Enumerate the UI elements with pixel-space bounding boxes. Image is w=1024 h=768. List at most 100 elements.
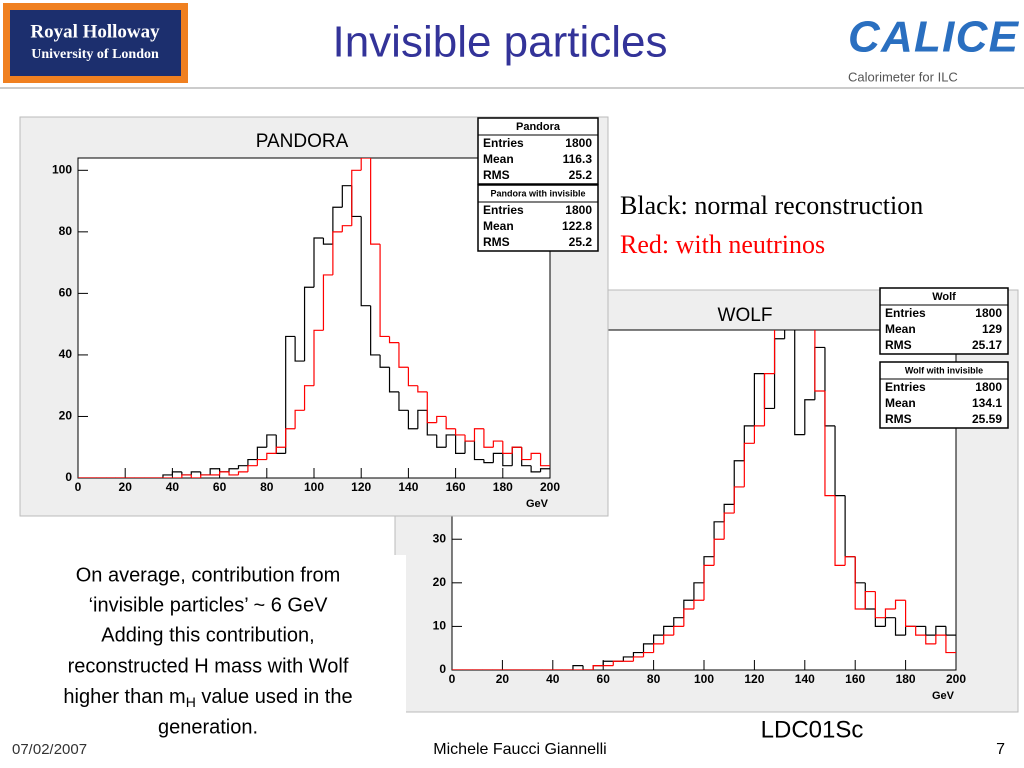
- histogram-bin: [874, 591, 886, 619]
- histogram-bin: [653, 634, 664, 644]
- summary: On average, contribution from ‘invisible…: [63, 564, 352, 738]
- histogram-bin: [894, 617, 906, 636]
- histogram-bin: [190, 471, 201, 475]
- histogram-bin: [322, 274, 333, 331]
- histogram-bin: [642, 643, 654, 653]
- stats-frame: [477, 117, 599, 185]
- histogram-bin: [303, 286, 314, 362]
- x-tick-label: 200: [946, 672, 966, 686]
- histogram-bin: [582, 665, 594, 670]
- logo-text: Royal Holloway: [30, 21, 160, 42]
- x-tick-label: 160: [446, 480, 466, 494]
- histogram-bin: [733, 486, 745, 514]
- histogram-bin: [162, 474, 173, 478]
- histograms: [452, 330, 956, 670]
- histogram-bin: [455, 428, 466, 436]
- histogram-bin: [294, 409, 305, 429]
- stats-label: RMS: [885, 412, 912, 426]
- detector-label: LDC01Sc: [761, 716, 864, 743]
- histogram-bin: [181, 474, 192, 478]
- histogram-bin: [407, 410, 418, 430]
- histogram-bin: [884, 608, 896, 618]
- histogram-bin: [539, 468, 550, 472]
- y-tick-label: 40: [59, 347, 73, 361]
- histogram-bin: [530, 465, 541, 473]
- histogram-bin: [814, 330, 825, 392]
- histogram-bin: [266, 452, 277, 460]
- histogram-bin: [502, 453, 513, 467]
- histogram-bin: [370, 305, 381, 356]
- histogram-bin: [530, 452, 541, 460]
- footer-page: 7: [996, 741, 1005, 758]
- x-tick-label: 100: [304, 480, 324, 494]
- text-box-edge: [8, 736, 118, 744]
- histogram-bin: [322, 238, 333, 245]
- histogram-bin: [256, 446, 267, 460]
- slide-title: Invisible particles: [332, 18, 667, 67]
- histogram-bin: [332, 231, 343, 275]
- x-tick-label: 0: [75, 480, 82, 494]
- x-tick-label: 180: [896, 672, 916, 686]
- summary-line: On average, contribution from: [76, 564, 341, 586]
- text-box: [8, 555, 406, 747]
- histogram-bin: [925, 635, 936, 645]
- stats-value: 25.2: [569, 168, 593, 182]
- histogram-bin: [642, 651, 654, 657]
- x-tick-label: 120: [351, 480, 371, 494]
- summary-line: reconstructed H mass with Wolf: [68, 655, 349, 677]
- histogram-bin: [723, 512, 735, 540]
- histogram-bin: [417, 385, 428, 393]
- stats-value: 25.17: [972, 338, 1002, 352]
- histogram-bin: [492, 440, 503, 448]
- histogram-bin: [483, 428, 494, 448]
- y-tick-label: 60: [59, 286, 73, 300]
- histogram-bin: [455, 434, 466, 454]
- histogram-bin: [743, 442, 755, 487]
- stats-title: Wolf with invisible: [905, 365, 983, 375]
- stats-label: RMS: [483, 168, 510, 182]
- y-tick-label: 80: [59, 224, 73, 238]
- histogram-bin: [247, 465, 258, 472]
- stats-title: Wolf: [932, 291, 956, 303]
- histograms: [78, 158, 550, 478]
- x-tick-label: 0: [449, 672, 456, 686]
- stats-label: Mean: [483, 219, 514, 233]
- histogram-bin: [673, 625, 684, 636]
- y-tick-label: 30: [433, 531, 447, 545]
- histogram-bin: [511, 446, 522, 454]
- stats-value: 116.3: [563, 152, 593, 166]
- histogram-bin: [256, 458, 267, 466]
- histogram-bin: [426, 391, 437, 424]
- histogram-bin: [209, 468, 220, 475]
- histogram-bin: [773, 330, 776, 374]
- histogram-bin: [379, 244, 390, 338]
- y-tick-label: 20: [59, 409, 73, 423]
- logo-text: University of London: [31, 47, 159, 62]
- histogram-bin: [341, 225, 352, 232]
- calice-subtitle: Calorimeter for ILC: [848, 69, 958, 84]
- stats-value: 1800: [975, 380, 1002, 394]
- x-tick-label: 80: [647, 672, 661, 686]
- stats-value: 1800: [565, 136, 592, 150]
- histogram-bin: [703, 564, 715, 601]
- stats-label: Entries: [483, 136, 524, 150]
- x-tick-label: 80: [260, 480, 274, 494]
- summary-text: higher than m: [63, 686, 185, 708]
- histogram-bin: [228, 468, 239, 472]
- stats-label: Mean: [885, 396, 916, 410]
- stats-label: Mean: [483, 152, 514, 166]
- x-tick-label: 160: [845, 672, 865, 686]
- histogram-bin: [753, 372, 765, 426]
- histogram-bin: [905, 600, 916, 628]
- histogram-bin: [935, 625, 946, 636]
- y-tick-label: 10: [433, 619, 447, 633]
- histogram-bin: [190, 474, 201, 478]
- histogram-bin: [407, 367, 418, 387]
- chart-title: PANDORA: [256, 131, 349, 152]
- histogram-bin: [824, 391, 836, 497]
- histogram-bin: [483, 459, 494, 464]
- stats-label: Entries: [885, 306, 926, 320]
- x-tick-label: 40: [166, 480, 180, 494]
- summary-line: higher than mH value used in the: [63, 686, 352, 709]
- x-tick-label: 60: [213, 480, 227, 494]
